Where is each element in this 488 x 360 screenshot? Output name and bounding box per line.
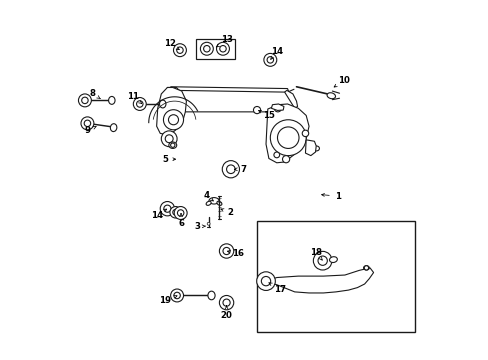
Circle shape [306,143,315,152]
Ellipse shape [363,266,368,270]
Polygon shape [265,104,308,163]
Ellipse shape [312,146,319,151]
Text: 7: 7 [234,165,246,174]
Text: 17: 17 [268,283,286,294]
Polygon shape [167,87,294,112]
Ellipse shape [159,100,165,108]
Circle shape [203,45,210,52]
Polygon shape [305,140,316,156]
Text: 11: 11 [126,92,142,104]
Circle shape [266,57,273,63]
Text: 12: 12 [163,39,179,50]
Circle shape [264,53,276,66]
Text: 3: 3 [194,222,205,231]
Ellipse shape [110,124,117,131]
Polygon shape [167,87,182,109]
Circle shape [163,205,171,212]
Circle shape [160,202,174,216]
Circle shape [81,97,88,104]
Text: 5: 5 [162,155,175,164]
Circle shape [207,222,210,225]
Text: 10: 10 [333,76,349,87]
Circle shape [78,94,91,107]
Circle shape [256,272,275,291]
Text: 8: 8 [89,89,100,99]
Text: 9: 9 [84,126,96,135]
Text: 14: 14 [270,47,282,59]
Circle shape [313,251,331,270]
Polygon shape [265,268,373,293]
Circle shape [282,156,289,163]
Text: 2: 2 [221,208,233,217]
Ellipse shape [206,201,211,205]
Ellipse shape [326,93,335,99]
Circle shape [173,44,186,57]
Text: 15: 15 [258,111,274,120]
Circle shape [364,266,368,270]
Polygon shape [284,90,297,108]
Text: 1: 1 [321,192,340,201]
Text: 13: 13 [216,35,233,47]
Circle shape [200,42,213,55]
Text: 19: 19 [159,296,177,305]
Circle shape [174,207,187,220]
Circle shape [170,289,183,302]
Circle shape [274,105,281,112]
Ellipse shape [217,201,222,205]
Circle shape [84,120,90,127]
Bar [257,221,414,332]
Circle shape [161,131,177,147]
Polygon shape [156,87,186,135]
Circle shape [219,296,233,310]
Bar [196,39,234,59]
Ellipse shape [168,142,176,148]
Circle shape [226,165,235,174]
Text: 6: 6 [178,213,183,228]
Circle shape [219,244,233,258]
Circle shape [273,152,279,158]
Circle shape [270,120,305,156]
Ellipse shape [108,96,115,104]
Circle shape [261,276,270,286]
Circle shape [253,107,260,114]
Polygon shape [271,104,284,111]
Text: 16: 16 [227,249,244,258]
Circle shape [222,161,239,178]
Ellipse shape [329,257,337,262]
Circle shape [223,299,230,306]
Circle shape [176,47,183,53]
Circle shape [172,210,178,215]
Text: 20: 20 [220,306,232,320]
Circle shape [174,292,180,299]
Circle shape [177,210,183,216]
Text: 4: 4 [203,190,213,201]
Circle shape [219,45,226,52]
Circle shape [165,135,173,143]
Text: 18: 18 [309,248,322,260]
Circle shape [133,98,146,111]
Circle shape [168,115,178,125]
Circle shape [277,127,298,148]
Circle shape [216,42,229,55]
Ellipse shape [207,291,215,300]
Circle shape [302,130,308,136]
Text: 14: 14 [150,209,166,220]
Circle shape [223,247,230,255]
Circle shape [163,110,183,130]
Circle shape [136,101,142,107]
Circle shape [170,143,175,147]
Circle shape [169,207,181,218]
Circle shape [81,117,94,130]
Ellipse shape [208,198,219,204]
Circle shape [317,256,326,265]
